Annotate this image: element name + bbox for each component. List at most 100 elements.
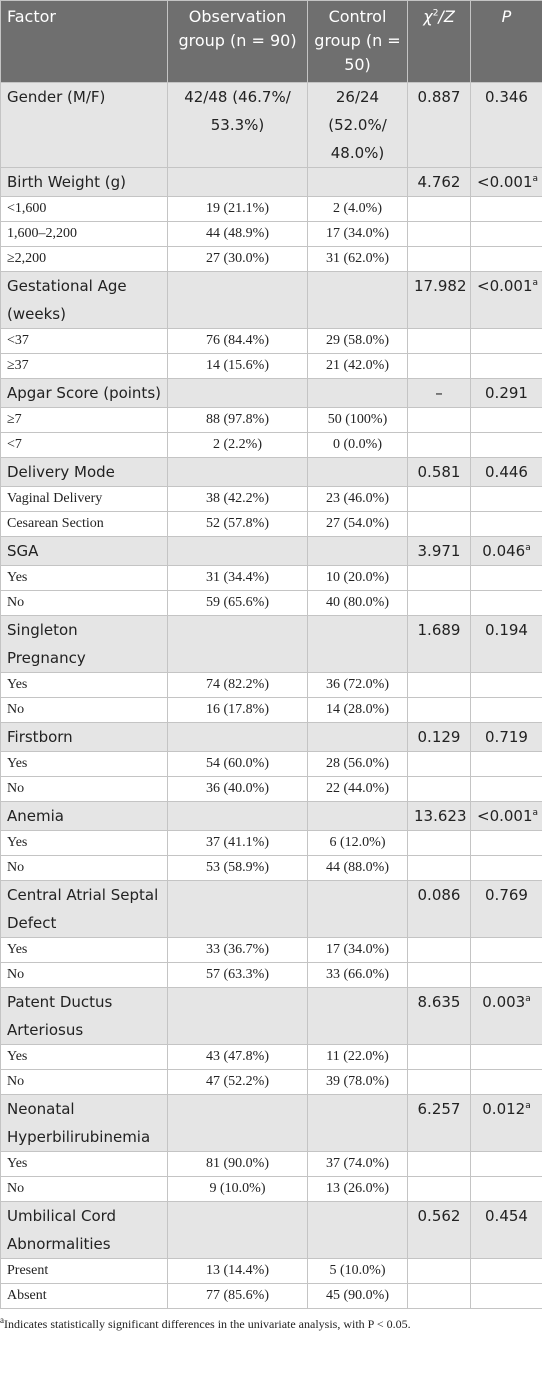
empty-cell bbox=[470, 855, 542, 881]
sub-cell: Yes bbox=[0, 1044, 168, 1070]
sub-cell: 9 (10.0%) bbox=[167, 1176, 308, 1202]
sub-cell: 10 (20.0%) bbox=[307, 565, 408, 591]
sub-cell: 23 (46.0%) bbox=[307, 486, 408, 512]
sub-cell: ≥37 bbox=[0, 353, 168, 379]
empty-cell bbox=[407, 432, 471, 458]
sub-row: Present 13 (14.4%) 5 (10.0%) bbox=[0, 1258, 542, 1284]
p-note: a bbox=[532, 278, 539, 288]
control-cell bbox=[307, 536, 408, 566]
sub-cell: Present bbox=[0, 1258, 168, 1284]
p-cell: <0.001a bbox=[470, 271, 542, 329]
control-cell bbox=[307, 1201, 408, 1259]
empty-cell bbox=[407, 776, 471, 802]
p-value: 0.291 bbox=[485, 384, 528, 402]
footnote: aIndicates statistically significant dif… bbox=[0, 1309, 542, 1332]
sub-row: Yes 81 (90.0%) 37 (74.0%) bbox=[0, 1151, 542, 1177]
factor-row: Firstborn 0.129 0.719 bbox=[0, 722, 542, 752]
p-value: 0.454 bbox=[485, 1207, 528, 1225]
sub-row: No 57 (63.3%) 33 (66.0%) bbox=[0, 962, 542, 988]
chi-cell: 0.581 bbox=[407, 457, 471, 487]
header-cell: χ2/Z bbox=[407, 0, 471, 83]
observation-cell bbox=[167, 722, 308, 752]
empty-cell bbox=[470, 1176, 542, 1202]
sub-row: 1,600–2,200 44 (48.9%) 17 (34.0%) bbox=[0, 221, 542, 247]
sub-cell: 40 (80.0%) bbox=[307, 590, 408, 616]
sub-cell: 17 (34.0%) bbox=[307, 937, 408, 963]
factor-cell: Central Atrial Septal Defect bbox=[0, 880, 168, 938]
observation-cell bbox=[167, 1201, 308, 1259]
empty-cell bbox=[470, 511, 542, 537]
superscript: 2 bbox=[432, 8, 439, 19]
p-value: 0.194 bbox=[485, 621, 528, 639]
factor-row: Patent Ductus Arteriosus 8.635 0.003a bbox=[0, 987, 542, 1045]
sub-cell: 27 (30.0%) bbox=[167, 246, 308, 272]
factor-cell: Gender (M/F) bbox=[0, 82, 168, 168]
sub-cell: 74 (82.2%) bbox=[167, 672, 308, 698]
footnote-text: Indicates statistically significant diff… bbox=[4, 1317, 411, 1331]
empty-cell bbox=[407, 565, 471, 591]
empty-cell bbox=[407, 962, 471, 988]
sub-cell: Vaginal Delivery bbox=[0, 486, 168, 512]
sub-cell: Yes bbox=[0, 1151, 168, 1177]
sub-cell: 50 (100%) bbox=[307, 407, 408, 433]
sub-row: <1,600 19 (21.1%) 2 (4.0%) bbox=[0, 196, 542, 222]
empty-cell bbox=[407, 672, 471, 698]
sub-cell: 37 (74.0%) bbox=[307, 1151, 408, 1177]
sub-cell: ≥2,200 bbox=[0, 246, 168, 272]
p-value: <0.001 bbox=[477, 277, 533, 295]
sub-row: No 47 (52.2%) 39 (78.0%) bbox=[0, 1069, 542, 1095]
sub-cell: 14 (28.0%) bbox=[307, 697, 408, 723]
control-cell bbox=[307, 167, 408, 197]
header-text: χ bbox=[423, 7, 433, 26]
chi-cell: 17.982 bbox=[407, 271, 471, 329]
control-cell bbox=[307, 987, 408, 1045]
observation-cell bbox=[167, 167, 308, 197]
empty-cell bbox=[470, 565, 542, 591]
sub-cell: No bbox=[0, 1176, 168, 1202]
p-note: a bbox=[525, 543, 531, 553]
sub-row: Yes 33 (36.7%) 17 (34.0%) bbox=[0, 937, 542, 963]
empty-cell bbox=[470, 353, 542, 379]
empty-cell bbox=[470, 672, 542, 698]
p-cell: 0.012a bbox=[470, 1094, 542, 1152]
control-cell bbox=[307, 271, 408, 329]
sub-cell: 11 (22.0%) bbox=[307, 1044, 408, 1070]
sub-cell: 2 (2.2%) bbox=[167, 432, 308, 458]
sub-cell: 76 (84.4%) bbox=[167, 328, 308, 354]
sub-row: Yes 74 (82.2%) 36 (72.0%) bbox=[0, 672, 542, 698]
factor-row: SGA 3.971 0.046a bbox=[0, 536, 542, 566]
empty-cell bbox=[470, 590, 542, 616]
sub-row: ≥7 88 (97.8%) 50 (100%) bbox=[0, 407, 542, 433]
p-value: <0.001 bbox=[477, 173, 533, 191]
sub-cell: 17 (34.0%) bbox=[307, 221, 408, 247]
p-cell: 0.346 bbox=[470, 82, 542, 168]
factor-row: Neonatal Hyperbilirubinemia 6.257 0.012a bbox=[0, 1094, 542, 1152]
sub-row: Yes 54 (60.0%) 28 (56.0%) bbox=[0, 751, 542, 777]
chi-cell: 0.129 bbox=[407, 722, 471, 752]
sub-cell: <37 bbox=[0, 328, 168, 354]
empty-cell bbox=[470, 1151, 542, 1177]
sub-cell: No bbox=[0, 590, 168, 616]
control-cell bbox=[307, 378, 408, 408]
sub-cell: 31 (34.4%) bbox=[167, 565, 308, 591]
factor-row: Apgar Score (points) –0.291 bbox=[0, 378, 542, 408]
factor-row: Umbilical Cord Abnormalities 0.562 0.454 bbox=[0, 1201, 542, 1259]
observation-cell bbox=[167, 615, 308, 673]
observation-cell bbox=[167, 457, 308, 487]
sub-row: Yes 31 (34.4%) 10 (20.0%) bbox=[0, 565, 542, 591]
empty-cell bbox=[407, 1151, 471, 1177]
sub-cell: 5 (10.0%) bbox=[307, 1258, 408, 1284]
empty-cell bbox=[470, 830, 542, 856]
sub-cell: Yes bbox=[0, 565, 168, 591]
chi-cell: 8.635 bbox=[407, 987, 471, 1045]
sub-cell: 39 (78.0%) bbox=[307, 1069, 408, 1095]
p-value: <0.001 bbox=[477, 807, 533, 825]
factor-row: Gender (M/F) 42/48 (46.7%/ 53.3%) 26/24 (5… bbox=[0, 82, 542, 168]
chi-cell: 0.562 bbox=[407, 1201, 471, 1259]
sub-cell: 0 (0.0%) bbox=[307, 432, 408, 458]
sub-cell: 22 (44.0%) bbox=[307, 776, 408, 802]
chi-cell: 0.887 bbox=[407, 82, 471, 168]
factor-row: Delivery Mode 0.581 0.446 bbox=[0, 457, 542, 487]
empty-cell bbox=[470, 1069, 542, 1095]
header-row: Factor Observation group (n = 90) Contro… bbox=[0, 0, 542, 83]
